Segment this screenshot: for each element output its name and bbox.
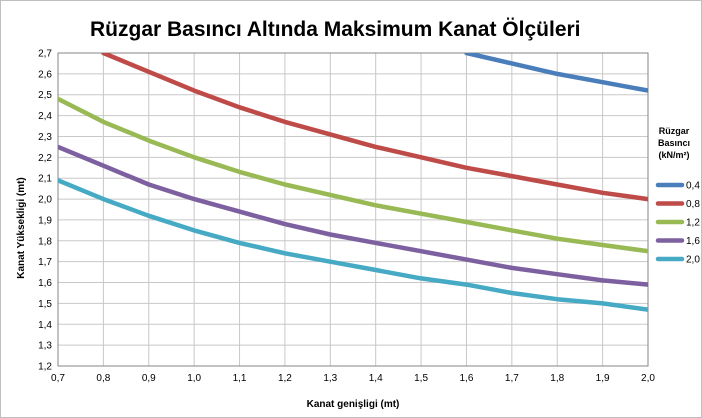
y-tick-label: 1,4: [38, 320, 52, 331]
y-tick-label: 1,5: [38, 299, 52, 310]
x-tick-label: 1,4: [369, 373, 383, 384]
legend-label: 2,0: [686, 255, 700, 266]
plot-border: [57, 52, 649, 367]
grid: [57, 52, 649, 367]
y-tick-label: 1,6: [38, 278, 52, 289]
legend-label: 0,8: [686, 199, 700, 210]
series-line-0-8: [101, 53, 648, 202]
legend: 0,4 0,8 1,2 1,6 2,0: [655, 181, 700, 266]
legend-label: 1,2: [686, 218, 700, 229]
x-tick-label: 1,8: [550, 373, 564, 384]
y-axis-label: Kanat Yüksekligi (mt): [16, 177, 27, 279]
x-tick-label: 1,5: [414, 373, 428, 384]
y-tick-label: 1,9: [38, 215, 52, 226]
legend-title-line: Rüzgar: [659, 126, 690, 136]
y-tick-label: 1,2: [38, 362, 52, 373]
y-tick-label: 2,7: [38, 49, 52, 60]
x-tick-label: 2,0: [641, 373, 655, 384]
y-tick-label: 2,6: [38, 69, 52, 80]
y-tick-label: 2,3: [38, 132, 52, 143]
x-axis-ticks: 0,7 0,8 0,9 1,0 1,1 1,2 1,3 1,4 1,5 1,6 1,7 1,8 1,9 2…: [51, 373, 655, 384]
series-line-2-0: [58, 178, 648, 312]
y-tick-label: 2,5: [38, 90, 52, 101]
legend-title-line: Basıncı: [658, 138, 690, 148]
y-tick-label: 1,8: [38, 236, 52, 247]
y-tick-label: 2,1: [38, 174, 52, 185]
series-line-1-2: [58, 96, 648, 254]
series-line-1-6: [58, 144, 648, 287]
x-axis-label: Kanat genişligi (mt): [307, 399, 400, 410]
y-tick-label: 1,7: [38, 257, 52, 268]
y-tick-label: 2,0: [38, 195, 52, 206]
legend-label: 1,6: [686, 236, 700, 247]
legend-title-line: (kN/m²): [659, 150, 690, 160]
x-tick-label: 0,9: [142, 373, 156, 384]
x-tick-label: 0,7: [51, 373, 65, 384]
legend-title: Rüzgar Basıncı (kN/m²): [658, 126, 690, 160]
x-tick-label: 1,7: [505, 373, 519, 384]
series-line-0-4: [464, 53, 648, 93]
x-tick-label: 1,1: [233, 373, 247, 384]
x-tick-label: 0,8: [96, 373, 110, 384]
y-tick-label: 1,3: [38, 341, 52, 352]
legend-label: 0,4: [686, 181, 700, 192]
x-tick-label: 1,6: [460, 373, 474, 384]
chart-title: Rüzgar Basıncı Altında Maksimum Kanat Öl…: [90, 18, 581, 41]
y-tick-label: 2,2: [38, 153, 52, 164]
series-lines: [58, 53, 648, 312]
x-tick-label: 1,9: [596, 373, 610, 384]
x-tick-label: 1,2: [278, 373, 292, 384]
x-tick-label: 1,0: [187, 373, 201, 384]
x-tick-label: 1,3: [323, 373, 337, 384]
y-axis-ticks: 1,2 1,3 1,4 1,5 1,6 1,7 1,8 1,9 2,0 2,1 2,2 2,3 2,4 2…: [38, 49, 52, 373]
y-tick-label: 2,4: [38, 111, 52, 122]
